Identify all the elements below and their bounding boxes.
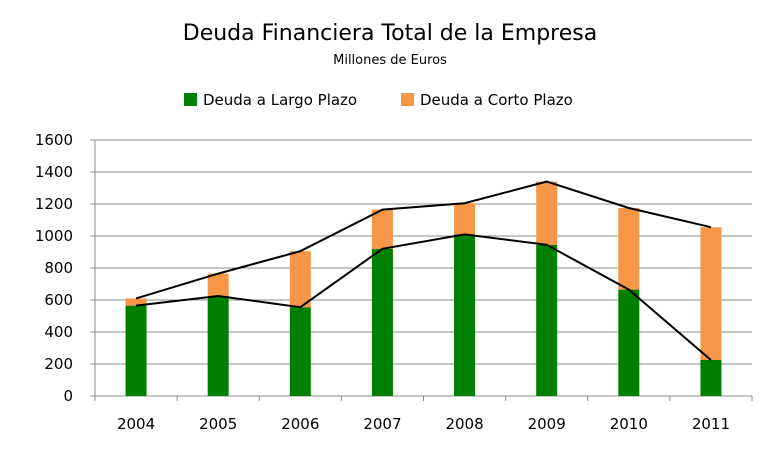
x-tick-label: 2008: [445, 415, 483, 433]
bar-corto-plazo: [454, 203, 476, 235]
y-tick-label: 1000: [35, 227, 73, 245]
bar-largo-plazo: [207, 296, 229, 396]
plot-area: 0 200 400 600 800 1000 1200 1400 1600 2004 2005 200…: [35, 131, 753, 433]
bar-corto-plazo: [371, 209, 393, 249]
x-tick-label: 2004: [117, 415, 155, 433]
line-total: [135, 180, 712, 300]
y-tick-label: 1600: [35, 131, 73, 149]
x-tick-label: 2010: [610, 415, 648, 433]
bar-largo-plazo: [454, 234, 476, 396]
bar-largo-plazo: [371, 248, 393, 396]
y-tick-label: 800: [44, 259, 73, 277]
x-tick-label: 2009: [528, 415, 566, 433]
legend-swatch-largo: [184, 93, 197, 106]
bar-corto-plazo: [125, 298, 147, 306]
legend: Deuda a Largo Plazo Deuda a Corto Plazo: [184, 91, 573, 109]
y-tick-label: 400: [44, 323, 73, 341]
line-largo-plazo: [135, 233, 712, 361]
bar-largo-plazo: [536, 244, 558, 396]
chart-title: Deuda Financiera Total de la Empresa: [183, 21, 597, 46]
bar-corto-plazo: [207, 273, 229, 296]
x-tick-label: 2006: [281, 415, 319, 433]
x-tick-label: 2011: [692, 415, 730, 433]
legend-label-corto: Deuda a Corto Plazo: [420, 91, 573, 109]
x-tick-label: 2005: [199, 415, 237, 433]
y-tick-label: 600: [44, 291, 73, 309]
bar-largo-plazo: [125, 305, 147, 396]
bar-largo-plazo: [618, 289, 640, 396]
legend-label-largo: Deuda a Largo Plazo: [203, 91, 357, 109]
bar-corto-plazo: [700, 227, 722, 360]
bar-corto-plazo: [618, 208, 640, 290]
chart-subtitle: Millones de Euros: [333, 53, 447, 68]
bar-corto-plazo: [536, 181, 558, 245]
bar-corto-plazo: [289, 251, 311, 308]
y-tick-label: 0: [63, 387, 73, 405]
x-tick-label: 2007: [363, 415, 401, 433]
y-tick-label: 1400: [35, 163, 73, 181]
bar-largo-plazo: [700, 360, 722, 396]
y-tick-label: 1200: [35, 195, 73, 213]
bar-largo-plazo: [289, 307, 311, 396]
legend-swatch-corto: [401, 93, 414, 106]
y-tick-label: 200: [44, 355, 73, 373]
